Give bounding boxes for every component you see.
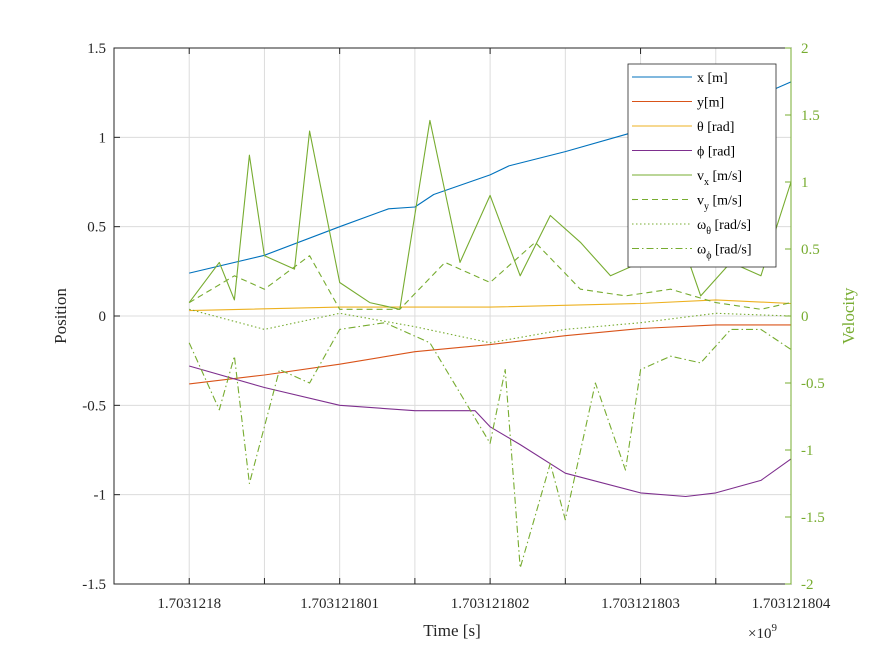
y-left-tick-label: 0.5 <box>87 220 106 236</box>
y-left-tick-label: -1 <box>94 488 107 504</box>
x-tick-label: 1.703121802 <box>451 596 530 612</box>
x-tick-label: 1.7031218 <box>157 596 221 612</box>
y-right-tick-label: 2 <box>801 41 809 57</box>
legend-label-wphi: ωϕ [rad/s] <box>697 243 752 262</box>
y-right-tick-label: -1.5 <box>801 510 825 526</box>
x-axis-exponent: ×109 <box>748 622 777 642</box>
legend-label-vx: vx [m/s] <box>697 169 742 188</box>
series-line-wphi <box>188 322 792 569</box>
series-line-theta <box>189 299 792 312</box>
legend: x [m] y[m] θ [rad] ϕ [rad] vx [m/s] vy [m/s] ω… <box>627 63 777 268</box>
x-tick-label: 1.703121801 <box>300 596 379 612</box>
y-left-tick-label: 1 <box>99 130 107 146</box>
y-left-tick-label: 0 <box>99 309 107 325</box>
y-left-tick-label: 1.5 <box>87 41 106 57</box>
series-line-y <box>189 324 791 385</box>
y-right-tick-label: -2 <box>801 577 814 593</box>
y-right-tick-label: -0.5 <box>801 376 825 392</box>
y-right-tick-label: 1 <box>801 175 809 191</box>
y-right-tick-label: 1.5 <box>801 108 820 124</box>
x-axis-exponent-power: 9 <box>771 622 777 634</box>
legend-label-y: y[m] <box>697 96 724 111</box>
legend-label-vy: vy [m/s] <box>697 194 742 213</box>
tick-layer: 1.7031218 1.703121801 1.703121802 1.7031218… <box>82 41 831 612</box>
series-line-phi <box>189 365 792 498</box>
legend-box <box>627 63 777 268</box>
legend-label-wtheta: ωθ [rad/s] <box>697 218 751 237</box>
y-right-tick-label: 0 <box>801 309 809 325</box>
y-axis-left-label: Position <box>51 288 70 344</box>
x-axis-label: Time [s] <box>423 621 480 640</box>
series-line-vy <box>188 241 792 310</box>
series-line-wtheta <box>189 308 792 344</box>
y-left-tick-label: -0.5 <box>82 398 106 414</box>
y-right-tick-label: -1 <box>801 443 814 459</box>
y-left-tick-label: -1.5 <box>82 577 106 593</box>
legend-label-phi: ϕ [rad] <box>697 145 735 160</box>
legend-label-x: x [m] <box>697 71 728 86</box>
x-tick-label: 1.703121804 <box>752 596 831 612</box>
y-right-tick-label: 0.5 <box>801 242 820 258</box>
y-axis-right-label: Velocity <box>839 287 858 344</box>
plot-series-layer <box>188 81 792 569</box>
x-tick-label: 1.703121803 <box>601 596 680 612</box>
legend-label-theta: θ [rad] <box>697 120 734 135</box>
